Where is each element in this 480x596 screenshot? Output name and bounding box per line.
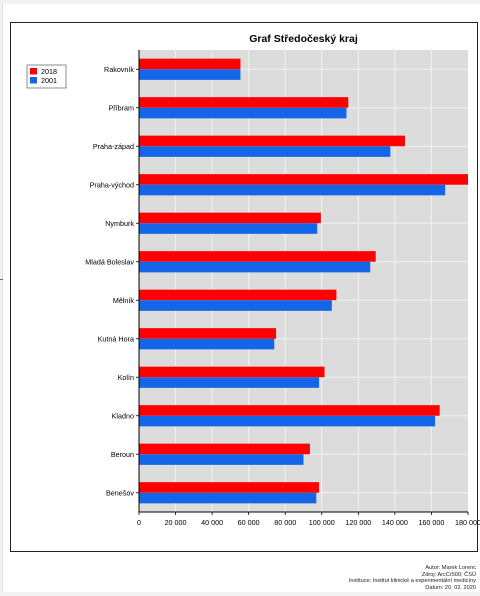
y-tick-label: Praha-východ xyxy=(90,180,134,189)
y-tick-label: Kladno xyxy=(112,411,134,420)
credits-source: Zdroj: ArcCr500; ČSÚ xyxy=(421,571,476,578)
bar-2001-Mladá Boleslav xyxy=(139,261,371,273)
credits-block: Autor: Marek Lorenc Zdroj: ArcCr500; ČSÚ… xyxy=(176,565,476,591)
y-tick-label: Mladá Boleslav xyxy=(85,257,134,266)
bar-2018-Benešov xyxy=(139,482,320,493)
bar-2018-Mělník xyxy=(139,289,337,301)
bar-2018-Rakovník xyxy=(139,58,241,70)
y-tick-label: Příbram xyxy=(108,103,134,112)
y-tick-label: Rakovník xyxy=(104,65,134,74)
x-tick-label: 20 000 xyxy=(165,518,187,527)
x-tick-label: 60 000 xyxy=(238,518,260,527)
bar-2001-Rakovník xyxy=(139,69,241,80)
bar-2018-Praha-západ xyxy=(139,135,405,147)
bar-2001-Nymburk xyxy=(139,223,318,234)
x-tick-label: 100 000 xyxy=(309,518,335,527)
bar-2018-Kutná Hora xyxy=(139,328,277,339)
bar-2018-Mladá Boleslav xyxy=(139,251,376,262)
legend-label-2001: 2001 xyxy=(41,76,57,85)
chart-title: Graf Středočeský kraj xyxy=(249,33,358,45)
bar-2001-Praha-západ xyxy=(139,146,391,157)
y-tick-label: Mělník xyxy=(113,296,135,305)
y-tick-label: Beroun xyxy=(111,450,134,459)
credits-author: Autor: Marek Lorenc xyxy=(425,565,476,571)
bar-2001-Kolín xyxy=(139,377,320,388)
edge-mark xyxy=(0,279,3,280)
x-tick-label: 160 000 xyxy=(418,518,444,527)
y-tick-label: Praha-západ xyxy=(93,142,134,151)
credits-institution: Instituce: Institut klinické a experimen… xyxy=(348,578,476,585)
y-tick-label: Kolín xyxy=(118,373,134,382)
bar-2018-Beroun xyxy=(139,443,310,455)
document-page: 0 20 000 40 000 60 000 80 000 100 000 120 000 1… xyxy=(2,4,480,592)
x-tick-label: 0 xyxy=(137,518,141,527)
credits-date: Datum: 20. 02. 2020 xyxy=(425,584,476,591)
x-tick-label: 180 000 xyxy=(455,518,480,527)
bar-2018-Kladno xyxy=(139,405,440,416)
bar-chart: 0 20 000 40 000 60 000 80 000 100 000 120 000 1… xyxy=(26,33,480,527)
bar-2001-Mělník xyxy=(139,300,332,311)
y-tick-label: Benešov xyxy=(106,488,134,497)
x-tick-label: 80 000 xyxy=(274,518,296,527)
bar-2018-Praha-východ xyxy=(139,174,468,185)
y-tick-label: Nymburk xyxy=(105,219,134,228)
bar-2018-Nymburk xyxy=(139,212,321,224)
bar-2001-Kutná Hora xyxy=(139,338,275,350)
bar-2001-Beroun xyxy=(139,454,304,465)
legend-swatch-2001 xyxy=(30,77,37,84)
y-tick-label: Kutná Hora xyxy=(98,334,134,343)
bar-2018-Kolín xyxy=(139,366,325,378)
bar-2001-Kladno xyxy=(139,415,436,427)
x-tick-label: 140 000 xyxy=(382,518,408,527)
legend-swatch-2018 xyxy=(30,68,37,75)
legend-label-2018: 2018 xyxy=(41,67,57,76)
bar-2001-Benešov xyxy=(139,492,317,504)
x-tick-label: 40 000 xyxy=(201,518,223,527)
plot-area xyxy=(139,50,468,512)
x-tick-label: 120 000 xyxy=(345,518,371,527)
bar-2001-Praha-východ xyxy=(139,184,446,196)
bar-2001-Příbram xyxy=(139,107,347,119)
bar-2018-Příbram xyxy=(139,97,349,108)
